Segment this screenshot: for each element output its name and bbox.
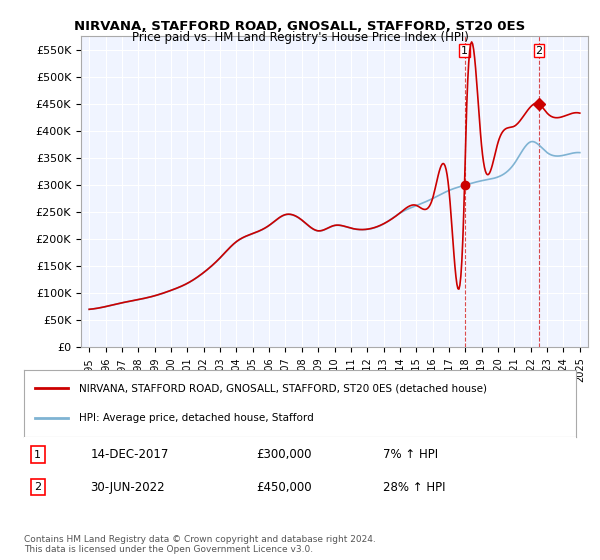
Text: 2: 2: [535, 46, 542, 56]
Text: 2: 2: [34, 482, 41, 492]
Text: 7% ↑ HPI: 7% ↑ HPI: [383, 448, 438, 461]
Text: 30-JUN-2022: 30-JUN-2022: [90, 480, 165, 494]
Text: NIRVANA, STAFFORD ROAD, GNOSALL, STAFFORD, ST20 0ES (detached house): NIRVANA, STAFFORD ROAD, GNOSALL, STAFFOR…: [79, 384, 487, 394]
Text: 14-DEC-2017: 14-DEC-2017: [90, 448, 169, 461]
Text: Contains HM Land Registry data © Crown copyright and database right 2024.
This d: Contains HM Land Registry data © Crown c…: [24, 535, 376, 554]
Text: £450,000: £450,000: [256, 480, 311, 494]
Text: 28% ↑ HPI: 28% ↑ HPI: [383, 480, 445, 494]
Text: 1: 1: [34, 450, 41, 460]
Text: HPI: Average price, detached house, Stafford: HPI: Average price, detached house, Staf…: [79, 413, 314, 423]
Text: NIRVANA, STAFFORD ROAD, GNOSALL, STAFFORD, ST20 0ES: NIRVANA, STAFFORD ROAD, GNOSALL, STAFFOR…: [74, 20, 526, 32]
Text: £300,000: £300,000: [256, 448, 311, 461]
Text: 1: 1: [461, 46, 468, 56]
Text: Price paid vs. HM Land Registry's House Price Index (HPI): Price paid vs. HM Land Registry's House …: [131, 31, 469, 44]
